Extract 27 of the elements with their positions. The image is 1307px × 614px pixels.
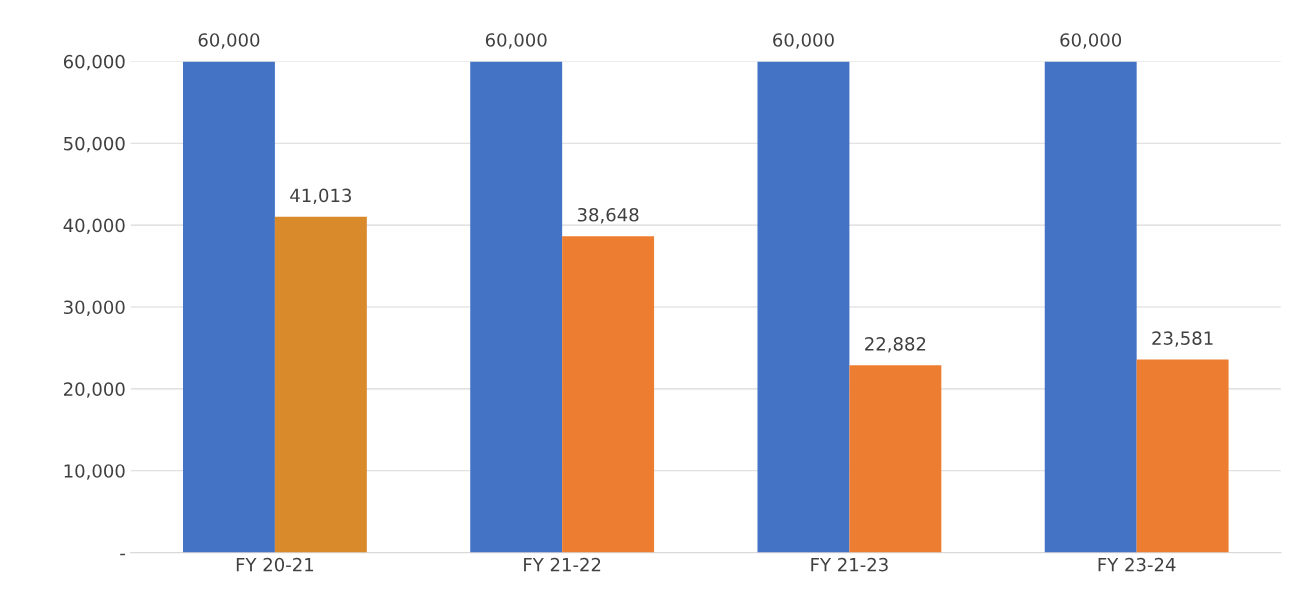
x-tick-label: FY 21-23 [811, 557, 888, 572]
bar [849, 365, 942, 553]
data-label: 60,000 [1060, 33, 1122, 49]
data-label: 38,648 [577, 207, 639, 224]
bar [1044, 61, 1137, 553]
y-tick-label: 20,000 [63, 382, 125, 398]
y-tick-label: 50,000 [64, 136, 125, 153]
x-tick-label: FY 23-24 [1098, 557, 1176, 572]
data-label: 23,581 [1152, 331, 1213, 347]
bar [274, 216, 367, 553]
data-label: 60,000 [485, 33, 547, 49]
bar [757, 61, 850, 553]
x-tick-label: FY 20-21 [236, 557, 314, 572]
x-tick-label: FY 21-22 [524, 557, 601, 572]
data-label: 22,882 [865, 337, 926, 353]
bar [562, 236, 655, 553]
data-label: 60,000 [773, 33, 834, 49]
bar [182, 61, 275, 553]
y-tick-label: 10,000 [64, 464, 125, 480]
y-tick-label: 30,000 [64, 300, 125, 316]
y-tick-label: 40,000 [63, 218, 125, 235]
bar [470, 61, 563, 553]
y-tick-label: - [120, 553, 125, 556]
data-label: 41,013 [290, 188, 351, 205]
bar [1136, 359, 1229, 553]
data-label: 60,000 [198, 33, 260, 49]
y-tick-label: 60,000 [63, 54, 125, 71]
